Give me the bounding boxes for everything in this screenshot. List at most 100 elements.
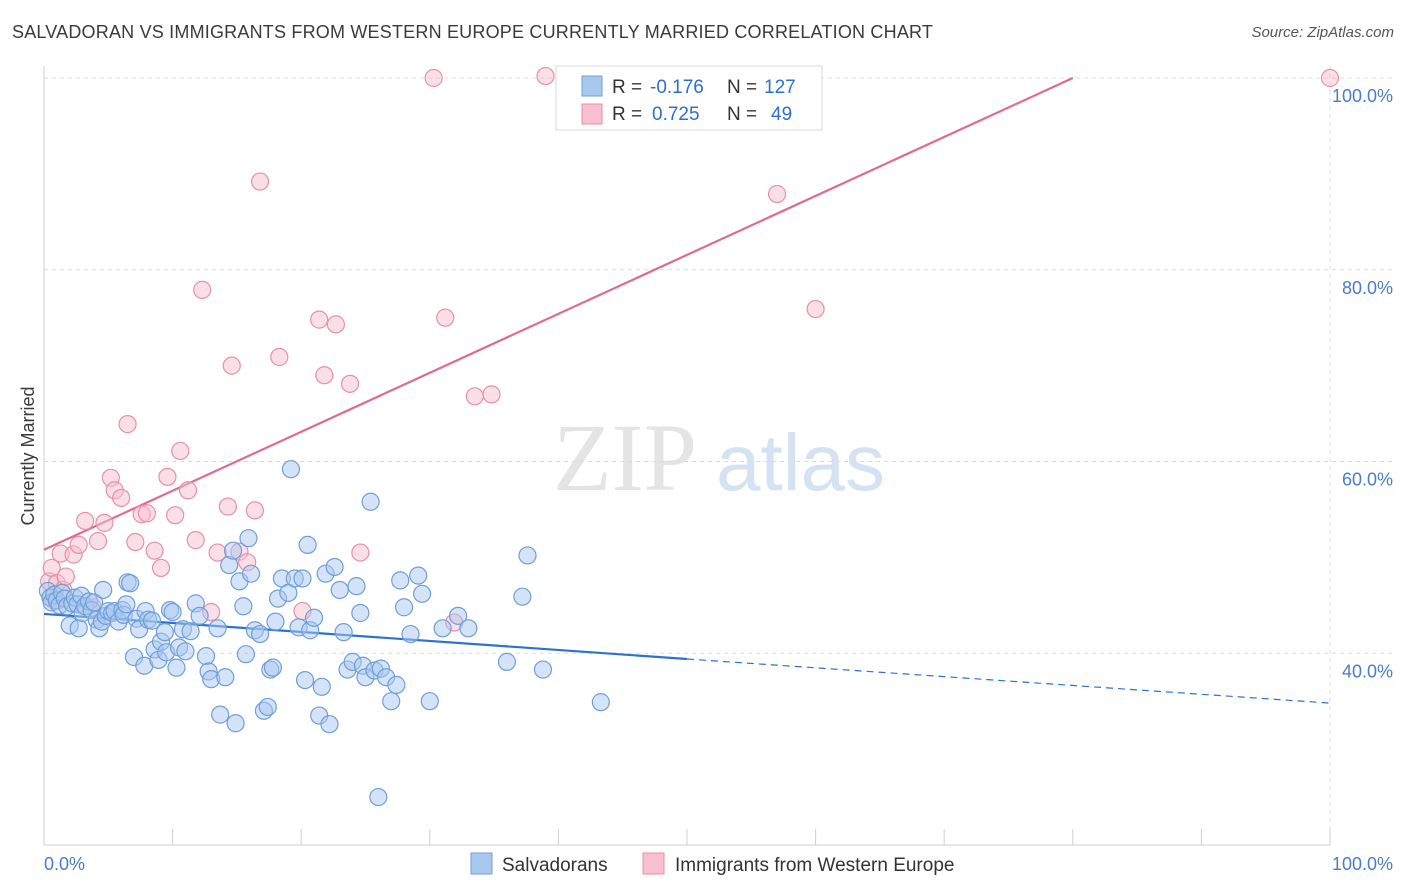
trend-line-pink <box>43 77 1074 551</box>
data-point-blue <box>216 668 235 687</box>
watermark-atlas: atlas <box>716 418 885 507</box>
data-point-blue <box>433 619 452 638</box>
legend-swatch-blue <box>581 75 603 97</box>
y-axis-label: Currently Married <box>18 386 38 525</box>
data-point-blue <box>591 693 610 712</box>
legend-swatch-pink <box>581 103 603 125</box>
legend-n-label-pink: N = <box>727 104 757 125</box>
data-point-blue <box>167 658 186 677</box>
y-tick-label: 40.0% <box>1342 661 1393 681</box>
data-point-blue <box>163 602 182 622</box>
series-legend-swatch-pink <box>642 852 665 875</box>
data-point-blue <box>304 608 324 627</box>
data-point-blue <box>211 705 230 724</box>
data-point-blue <box>369 787 388 807</box>
watermark-zip: ZIP <box>553 404 697 511</box>
data-point-blue <box>533 660 553 679</box>
legend-r-value-blue: -0.176 <box>650 77 704 98</box>
legend-r-value-pink: 0.725 <box>652 104 700 125</box>
data-point-blue <box>298 535 317 555</box>
data-point-pink <box>326 315 346 334</box>
data-point-pink <box>88 531 108 551</box>
legend-n-value-blue: 127 <box>764 77 796 98</box>
data-point-blue <box>312 677 331 696</box>
data-point-blue <box>121 574 140 593</box>
data-point-blue <box>351 603 370 623</box>
data-point-blue <box>391 571 410 590</box>
data-point-blue <box>241 564 261 583</box>
data-point-pink <box>145 541 164 560</box>
data-point-blue <box>325 557 344 577</box>
data-point-pink <box>186 531 205 550</box>
data-point-pink <box>1320 68 1340 88</box>
data-point-pink <box>767 184 787 204</box>
data-point-pink <box>166 506 185 525</box>
data-point-pink <box>76 511 95 531</box>
series-legend-label-pink: Immigrants from Western Europe <box>675 855 954 876</box>
data-point-blue <box>223 541 243 560</box>
data-point-blue <box>387 675 406 694</box>
data-point-blue <box>513 587 532 606</box>
data-point-pink <box>436 308 455 327</box>
data-point-blue <box>497 652 517 671</box>
data-point-blue <box>239 529 258 548</box>
data-point-pink <box>536 66 555 86</box>
data-point-pink <box>112 488 131 508</box>
data-point-blue <box>266 612 285 631</box>
data-point-blue <box>117 595 136 614</box>
data-point-pink <box>69 535 88 555</box>
y-tick-label: 60.0% <box>1342 470 1393 490</box>
axes <box>43 66 1331 846</box>
data-point-blue <box>181 622 200 641</box>
data-point-blue <box>236 645 256 664</box>
data-point-pink <box>193 280 212 299</box>
data-point-pink <box>424 68 443 88</box>
series-legend-label-blue: Salvadorans <box>502 855 608 876</box>
tick-labels: 40.0% 60.0% 80.0% 100.0% 0.0% 100.0% <box>44 86 1393 874</box>
correlation-legend: R = -0.176 N = 127 R = 0.725 N = 49 <box>555 65 823 131</box>
data-point-blue <box>281 460 301 479</box>
y-tick-label: 80.0% <box>1342 278 1393 298</box>
x-tick-label: 100.0% <box>1332 854 1393 874</box>
trend-line-blue-extension <box>686 658 1331 704</box>
data-point-pink <box>250 172 270 191</box>
data-point-blue <box>69 619 88 638</box>
data-point-pink <box>56 567 75 586</box>
data-point-blue <box>394 598 414 617</box>
data-point-blue <box>420 692 439 711</box>
data-point-blue <box>518 546 537 565</box>
data-point-blue <box>382 692 401 711</box>
data-point-pink <box>126 532 145 552</box>
x-tick-label: 0.0% <box>44 854 85 874</box>
data-point-pink <box>482 385 501 404</box>
data-point-blue <box>142 611 162 630</box>
y-tick-label: 100.0% <box>1332 86 1393 106</box>
legend-r-label-pink: R = <box>612 104 642 125</box>
series-legend: Salvadorans Immigrants from Western Euro… <box>470 852 954 876</box>
chart-title: SALVADORAN VS IMMIGRANTS FROM WESTERN EU… <box>12 22 934 42</box>
data-point-blue <box>176 642 195 661</box>
data-point-blue <box>295 670 315 690</box>
data-point-pink <box>351 543 370 562</box>
data-point-blue <box>320 715 339 734</box>
data-points <box>38 66 1340 807</box>
data-point-pink <box>151 558 171 578</box>
data-point-blue <box>334 623 353 642</box>
data-point-pink <box>158 467 177 486</box>
data-point-blue <box>409 566 428 585</box>
data-point-blue <box>208 619 227 638</box>
data-point-blue <box>459 619 478 638</box>
data-point-pink <box>340 374 360 393</box>
data-point-pink <box>465 387 484 406</box>
data-point-pink <box>218 497 237 516</box>
data-point-blue <box>448 606 468 625</box>
series-legend-swatch-blue <box>470 852 493 875</box>
data-point-blue <box>155 623 174 642</box>
data-point-pink <box>95 513 114 532</box>
data-point-blue <box>263 658 283 677</box>
data-point-blue <box>94 580 113 600</box>
data-point-blue <box>85 593 104 612</box>
data-point-blue <box>250 624 270 644</box>
legend-n-value-pink: 49 <box>771 104 792 125</box>
data-point-pink <box>222 356 241 375</box>
